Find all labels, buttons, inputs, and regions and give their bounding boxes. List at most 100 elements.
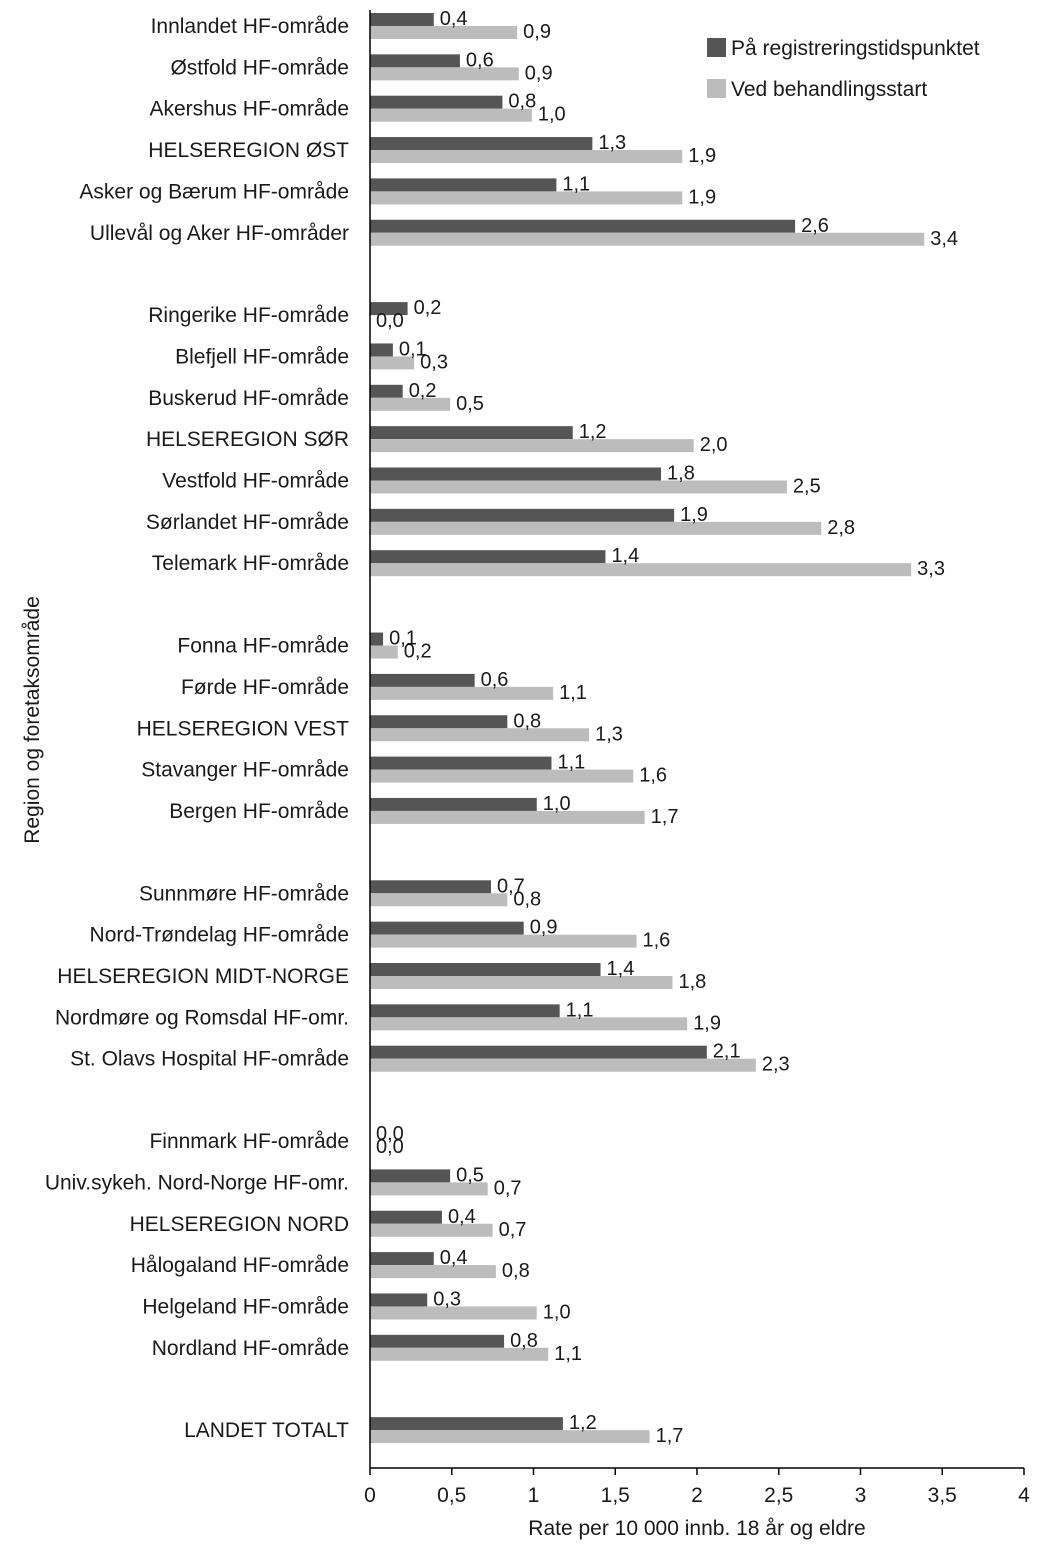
bar-registrering (370, 1169, 451, 1183)
category-label: Vestfold HF-område (162, 470, 349, 493)
bar-registrering (370, 426, 573, 440)
bar-value-label: 0,8 (510, 1330, 538, 1352)
bar-value-label: 0,9 (525, 62, 553, 84)
bar-registrering (370, 1004, 560, 1018)
bar-registrering (370, 302, 408, 316)
bar-registrering (370, 1293, 428, 1307)
bar-value-label: 1,6 (643, 930, 671, 952)
bar-behandling (370, 686, 554, 700)
bar-value-label: 1,0 (543, 793, 571, 815)
bar-value-label: 0,9 (530, 917, 558, 939)
bar-value-label: 1,1 (554, 1343, 582, 1365)
category-label: Buskerud HF-område (148, 387, 349, 410)
category-label: Akershus HF-område (149, 98, 349, 121)
bar-behandling (370, 728, 590, 742)
category-label: Nordland HF-område (152, 1337, 349, 1360)
bar-behandling (370, 356, 415, 370)
bar-value-label: 1,1 (559, 682, 587, 704)
bar-value-label: 0,2 (404, 641, 432, 663)
bar-value-label: 1,1 (557, 752, 585, 774)
bar-value-label: 3,4 (930, 228, 958, 250)
bar-behandling (370, 1017, 688, 1031)
bar-value-label: 0,0 (376, 1123, 404, 1145)
bar-value-label: 1,6 (639, 765, 667, 787)
bar-value-label: 0,8 (513, 710, 541, 732)
category-label: Ullevål og Aker HF-områder (90, 222, 349, 245)
category-label: HELSEREGION MIDT-NORGE (57, 965, 349, 988)
bar-registrering (370, 1252, 434, 1266)
category-label: Sørlandet HF-område (146, 511, 349, 534)
bar-behandling (370, 934, 637, 948)
y-axis-title: Region og foretaksområde (21, 596, 44, 843)
bar-registrering (370, 963, 601, 976)
bar-value-label: 1,7 (651, 806, 679, 828)
bar-registrering (370, 219, 796, 233)
bar-value-label: 0,7 (497, 875, 525, 897)
bar-behandling (370, 563, 912, 577)
x-tick-label: 1 (528, 1484, 540, 1507)
category-label: Stavanger HF-område (141, 759, 349, 782)
legend-label-series1: På registreringstidspunktet (731, 37, 980, 60)
bar-registrering (370, 178, 557, 192)
bar-behandling (370, 645, 398, 659)
legend-swatch-series2 (707, 79, 726, 98)
bar-registrering (370, 1417, 563, 1431)
bar-behandling (370, 480, 787, 494)
bar-value-label: 2,1 (713, 1041, 741, 1063)
bar-value-label: 1,3 (598, 132, 626, 154)
bar-value-label: 0,8 (513, 888, 541, 910)
bar-registrering (370, 54, 460, 68)
x-tick-label: 3 (855, 1484, 867, 1507)
bar-value-label: 0,4 (440, 8, 468, 30)
bar-value-label: 0,8 (502, 1260, 530, 1282)
x-tick-label: 2 (691, 1484, 703, 1507)
bar-registrering (370, 550, 606, 564)
bar-behandling (370, 26, 518, 39)
bar-registrering (370, 1045, 707, 1059)
x-axis-title: Rate per 10 000 innb. 18 år og eldre (528, 1517, 865, 1540)
bar-value-label: 0,4 (440, 1247, 468, 1269)
bar-behandling (370, 769, 634, 783)
bar-behandling (370, 893, 508, 907)
bar-value-label: 0,7 (499, 1219, 527, 1241)
category-label: Førde HF-område (181, 676, 349, 699)
category-label: Bergen HF-område (169, 800, 349, 823)
category-label: Helgeland HF-område (142, 1295, 349, 1318)
category-label: Univ.sykeh. Nord-Norge HF-omr. (45, 1171, 349, 1194)
bar-value-label: 0,4 (448, 1206, 476, 1228)
bar-registrering (370, 797, 537, 811)
bar-value-label: 1,9 (680, 504, 708, 526)
category-label: Sunnmøre HF-område (139, 882, 349, 905)
bar-registrering (370, 13, 434, 26)
bar-behandling (370, 810, 645, 824)
legend: På registreringstidspunktet Ved behandli… (707, 37, 980, 101)
bar-registrering (370, 715, 508, 729)
bar-behandling (370, 1306, 537, 1320)
legend-swatch-series1 (707, 38, 726, 57)
category-label: Nordmøre og Romsdal HF-omr. (55, 1006, 349, 1029)
bar-value-label: 1,3 (595, 723, 623, 745)
x-tick-label: 4 (1018, 1484, 1030, 1507)
bar-behandling (370, 439, 694, 453)
bar-registrering (370, 343, 393, 357)
bar-registrering (370, 95, 503, 109)
category-label: HELSEREGION VEST (137, 717, 350, 740)
bar-value-label: 1,0 (538, 104, 566, 126)
bar-value-label: 0,3 (433, 1288, 461, 1310)
bar-behandling (370, 1265, 496, 1279)
x-tick-label: 0,5 (437, 1484, 466, 1507)
bar-registrering (370, 508, 675, 522)
bar-registrering (370, 1334, 505, 1348)
bar-value-label: 0,2 (409, 380, 437, 402)
bar-value-label: 2,3 (762, 1054, 790, 1076)
bar-behandling (370, 67, 519, 81)
bar-registrering (370, 384, 403, 398)
bar-behandling (370, 232, 925, 246)
bar-value-label: 2,8 (827, 517, 855, 539)
bar-behandling (370, 1430, 650, 1444)
bar-value-label: 0,6 (466, 49, 494, 71)
bar-value-label: 1,2 (579, 421, 607, 443)
bar-value-label: 1,2 (569, 1412, 597, 1434)
bar-behandling (370, 1223, 493, 1237)
